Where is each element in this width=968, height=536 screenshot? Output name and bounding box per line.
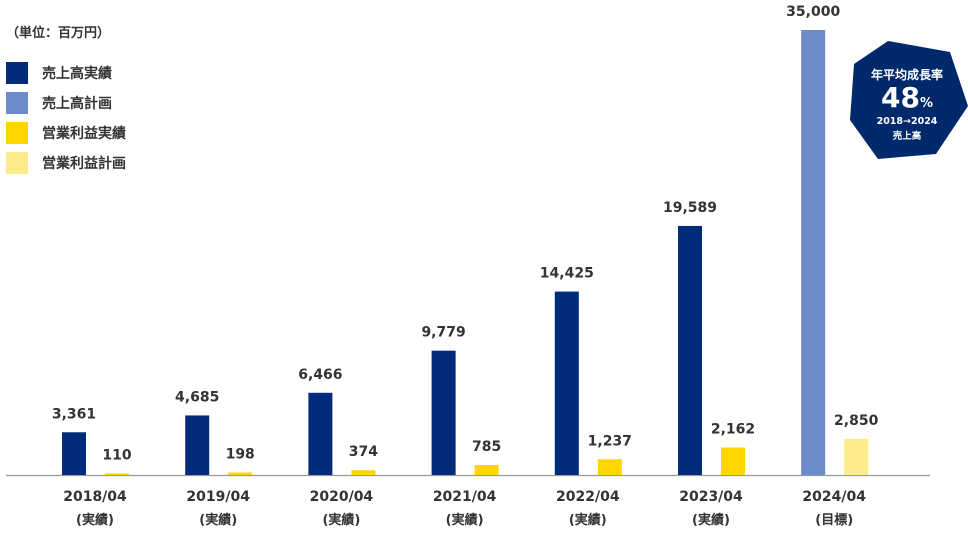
x-tick-label-note: (実績) [322, 512, 360, 528]
operating-profit-bar [105, 473, 129, 475]
legend-swatch [6, 62, 28, 84]
operating-profit-value-label: 374 [349, 444, 378, 460]
operating-profit-value-label: 2,850 [834, 413, 879, 429]
sales-value-label: 3,361 [52, 406, 96, 422]
x-tick-label-note: (実績) [199, 512, 237, 528]
operating-profit-value-label: 110 [102, 448, 131, 464]
badge-value-unit: % [919, 96, 933, 111]
x-tick-label-note: (目標) [815, 512, 853, 528]
badge-title: 年平均成長率 [870, 68, 943, 82]
unit-label: （単位：百万円） [6, 26, 111, 41]
sales-value-label: 19,589 [663, 200, 717, 216]
legend-label: 営業利益計画 [42, 156, 126, 172]
legend-item-sales-actual: 売上高実績 [6, 58, 126, 88]
x-tick-label-note: (実績) [692, 512, 730, 528]
legend: 売上高実績 売上高計画 営業利益実績 営業利益計画 [6, 58, 126, 178]
operating-profit-bar [597, 459, 622, 475]
x-tick-label-year: 2019/04 [186, 489, 250, 505]
legend-item-profit-plan: 営業利益計画 [6, 148, 126, 178]
operating-profit-bar [844, 438, 869, 475]
sales-value-label: 35,000 [786, 4, 840, 20]
sales-bar [801, 30, 826, 475]
growth-rate-badge: 年平均成長率 48% 2018→2024 売上高 [848, 38, 968, 162]
legend-item-sales-plan: 売上高計画 [6, 88, 126, 118]
operating-profit-value-label: 1,237 [588, 433, 632, 449]
legend-label: 売上高計画 [42, 96, 112, 112]
sales-bar [308, 392, 333, 475]
badge-period: 2018→2024 [876, 116, 938, 127]
legend-swatch [6, 122, 28, 144]
operating-profit-bar [351, 470, 376, 475]
legend-label: 売上高実績 [42, 66, 112, 82]
sales-bar [678, 225, 702, 475]
operating-profit-value-label: 198 [226, 446, 255, 462]
x-tick-label-year: 2022/04 [556, 489, 620, 505]
legend-swatch [6, 92, 28, 114]
operating-profit-value-label: 2,162 [711, 422, 755, 438]
badge-caption: 売上高 [892, 131, 922, 142]
legend-swatch [6, 152, 28, 174]
operating-profit-bar [474, 465, 499, 475]
badge-value-number: 48 [881, 81, 920, 114]
x-tick-label-year: 2023/04 [679, 489, 743, 505]
sales-value-label: 9,779 [421, 325, 465, 341]
badge-heptagon-shape [850, 41, 968, 159]
x-tick-label-note: (実績) [76, 512, 114, 528]
x-tick-label-year: 2020/04 [310, 489, 374, 505]
badge-value: 48% [848, 82, 966, 120]
sales-value-label: 4,685 [175, 389, 219, 405]
x-tick-label-year: 2018/04 [63, 489, 127, 505]
sales-bar [554, 291, 579, 475]
legend-item-profit-actual: 営業利益実績 [6, 118, 126, 148]
sales-value-label: 6,466 [298, 367, 342, 383]
sales-bar [185, 415, 210, 475]
x-tick-label-year: 2021/04 [433, 489, 497, 505]
sales-bar [431, 350, 456, 475]
operating-profit-bar [228, 472, 253, 475]
x-tick-label-year: 2024/04 [802, 489, 866, 505]
x-tick-label-note: (実績) [446, 512, 484, 528]
legend-label: 営業利益実績 [42, 126, 126, 142]
sales-bar [62, 432, 86, 475]
sales-value-label: 14,425 [540, 266, 594, 282]
operating-profit-value-label: 785 [472, 439, 501, 455]
operating-profit-bar [721, 447, 745, 475]
x-tick-label-note: (実績) [569, 512, 607, 528]
